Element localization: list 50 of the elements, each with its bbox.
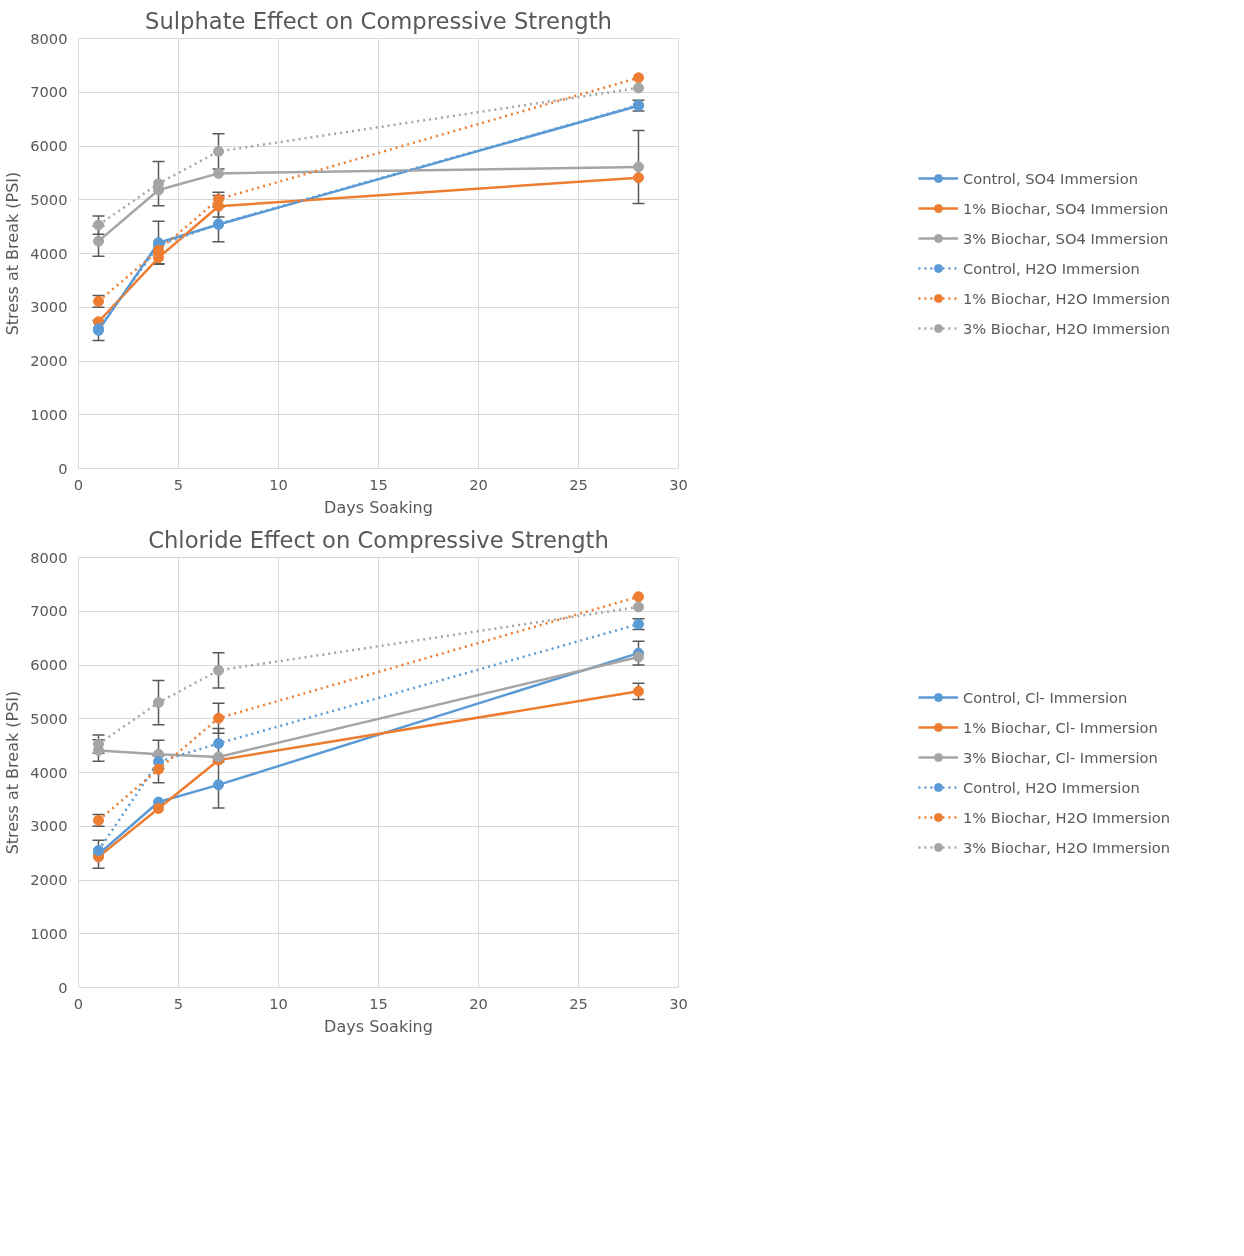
x-tick-label: 5 [173,475,184,493]
y-axis-title: Stress at Break (PSI) [3,690,23,855]
x-tick-label: 15 [369,994,388,1012]
legend-label: Control, SO4 Immersion [962,169,1138,187]
y-tick-label: 5000 [30,190,68,208]
x-tick-label: 10 [269,475,288,493]
y-tick-label: 1000 [30,924,68,942]
legend-label: 1% Biochar, H2O Immersion [962,808,1171,826]
y-tick-label: 7000 [30,83,68,101]
x-tick-label: 30 [669,994,688,1012]
x-axis-title: Days Soaking [324,1016,433,1036]
x-axis-title: Days Soaking [324,497,433,517]
legend-label: 3% Biochar, Cl- Immersion [962,748,1158,766]
legend-label: 1% Biochar, SO4 Immersion [962,199,1169,217]
legend-label: Control, H2O Immersion [962,778,1140,796]
x-tick-label: 30 [669,475,688,493]
y-tick-label: 5000 [30,709,68,727]
legend-label: 3% Biochar, H2O Immersion [962,838,1171,856]
x-tick-label: 0 [73,994,84,1012]
y-tick-label: 4000 [30,244,68,262]
legend-label: Control, Cl- Immersion [962,688,1128,706]
chart-title: Chloride Effect on Compressive Strength [148,526,609,553]
x-tick-label: 10 [269,994,288,1012]
legend-label: 3% Biochar, H2O Immersion [962,319,1171,337]
chart-title: Sulphate Effect on Compressive Strength [145,7,612,34]
legend-label: 1% Biochar, Cl- Immersion [962,718,1158,736]
y-tick-label: 6000 [30,656,68,673]
y-tick-label: 4000 [30,763,68,781]
y-tick-label: 3000 [30,298,68,316]
y-tick-label: 7000 [30,602,68,620]
legend-label: Control, H2O Immersion [962,259,1140,277]
y-tick-label: 8000 [30,548,68,566]
y-tick-label: 0 [58,459,68,477]
y-tick-label: 2000 [30,352,68,369]
y-tick-label: 6000 [30,137,68,154]
legend-label: 1% Biochar, H2O Immersion [962,289,1171,307]
y-tick-label: 1000 [30,405,68,423]
y-axis-title: Stress at Break (PSI) [3,171,23,336]
x-tick-label: 15 [369,475,388,493]
x-tick-label: 0 [73,475,84,493]
x-tick-label: 20 [469,994,488,1012]
x-tick-label: 25 [569,994,588,1012]
x-tick-label: 5 [173,994,184,1012]
y-tick-label: 3000 [30,817,68,835]
x-tick-label: 20 [469,475,488,493]
legend-label: 3% Biochar, SO4 Immersion [962,229,1169,247]
y-tick-label: 8000 [30,29,68,47]
x-tick-label: 25 [569,475,588,493]
y-tick-label: 2000 [30,871,68,888]
y-tick-label: 0 [58,978,68,996]
